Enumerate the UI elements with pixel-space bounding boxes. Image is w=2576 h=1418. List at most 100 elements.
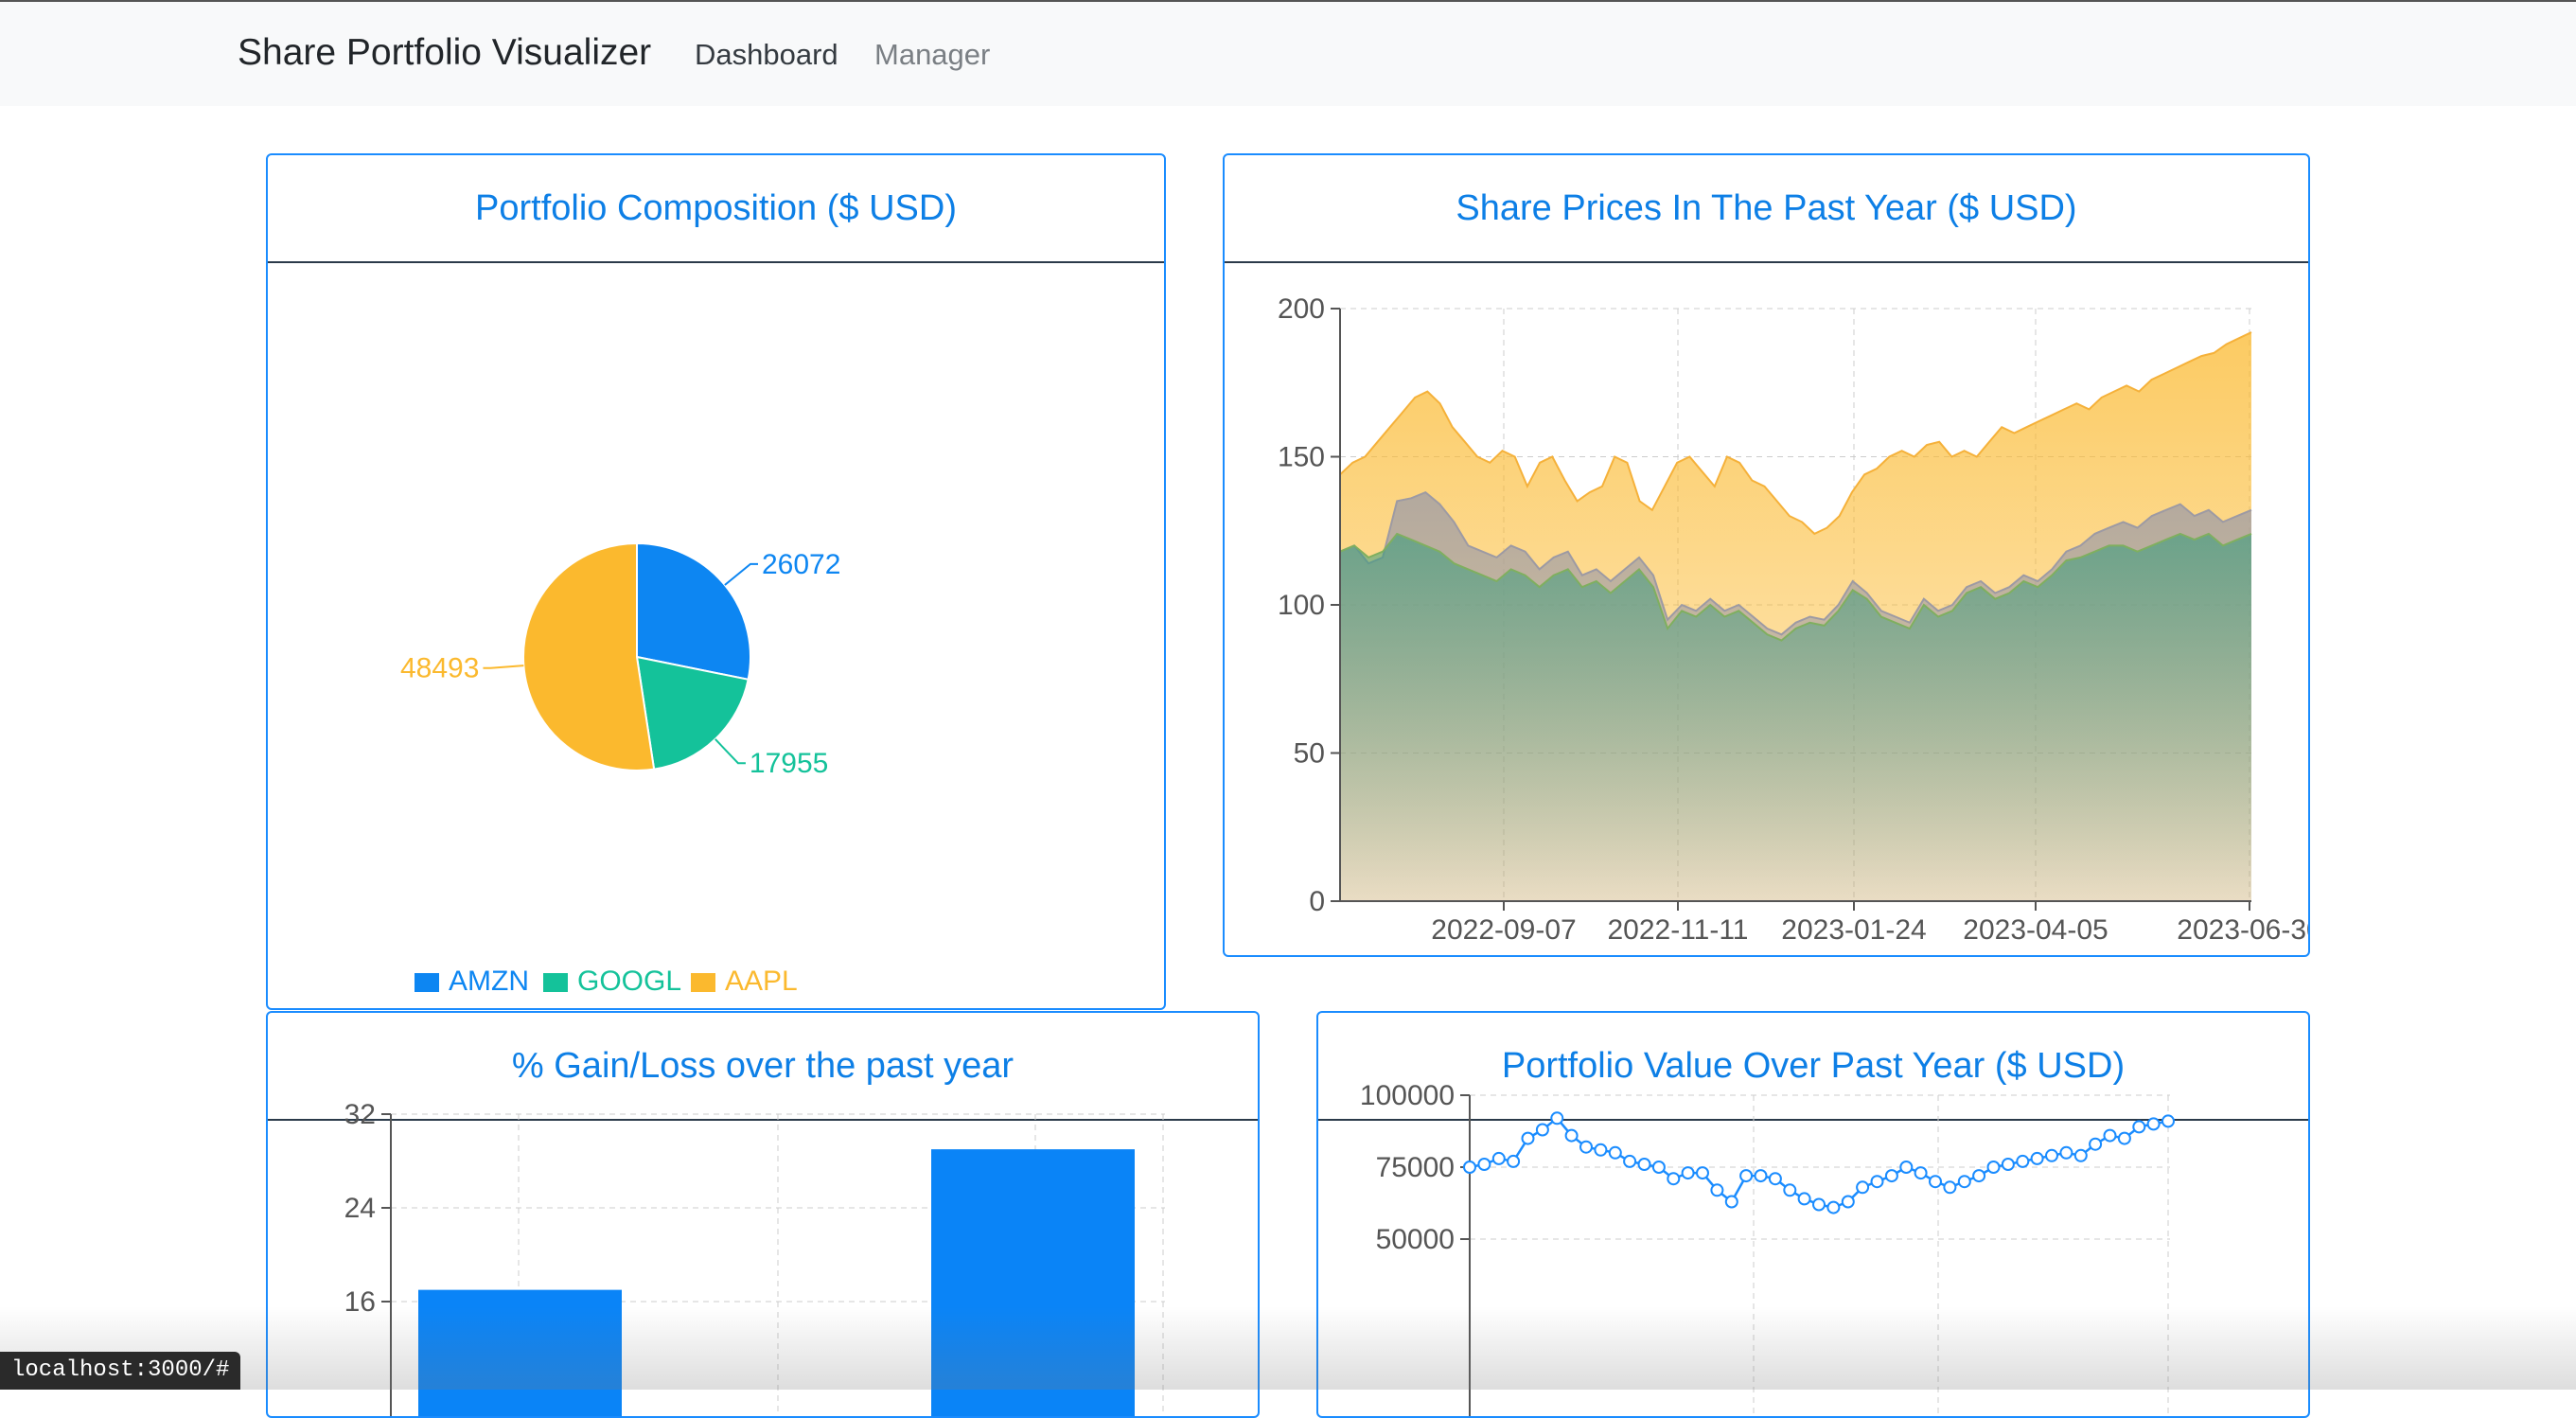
nav-link-dashboard[interactable]: Dashboard (695, 38, 838, 71)
value-point-37 (2001, 1158, 2015, 1171)
value-point-41 (2059, 1145, 2073, 1160)
value-point-28 (1870, 1175, 1884, 1189)
brand-link[interactable]: Share Portfolio Visualizer (238, 32, 652, 73)
navbar: Share Portfolio Visualizer Dashboard Man… (0, 2, 2576, 106)
portfolio-composition-card: Portfolio Composition ($ USD) 26072 17955… (266, 153, 1166, 1010)
value-point-48 (2161, 1114, 2175, 1128)
value-point-23 (1797, 1192, 1811, 1206)
share-prices-card: Share Prices In The Past Year ($ USD) 0 5… (1223, 153, 2310, 957)
value-point-47 (2146, 1117, 2161, 1131)
window-top-border (0, 0, 2576, 2)
value-y-tick-label: 100000 (1360, 1080, 1455, 1111)
pie-slice-aapl (522, 541, 656, 771)
value-point-10 (1608, 1145, 1622, 1160)
gain-y-tick-label: 24 (344, 1193, 376, 1224)
value-point-1 (1477, 1158, 1491, 1171)
value-point-29 (1884, 1169, 1898, 1183)
value-point-12 (1637, 1158, 1651, 1171)
value-point-44 (2103, 1128, 2117, 1143)
price-y-tick-label: 200 (1278, 293, 1325, 325)
value-point-26 (1841, 1195, 1855, 1209)
price-x-tick-label: 2023-01-24 (1781, 914, 1926, 946)
value-y-tick-label: 50000 (1376, 1224, 1455, 1255)
price-line-1 (1339, 490, 2252, 636)
value-y-tick-label: 75000 (1376, 1152, 1455, 1183)
value-point-0 (1463, 1161, 1476, 1174)
value-point-27 (1856, 1180, 1870, 1195)
legend-label-aapl: AAPL (725, 966, 798, 997)
price-y-tick-label: 0 (1309, 886, 1325, 917)
price-line-0 (1339, 331, 2252, 536)
legend-swatch-amzn (415, 973, 439, 992)
value-point-32 (1929, 1175, 1942, 1189)
value-point-40 (2045, 1148, 2058, 1162)
value-point-13 (1651, 1161, 1666, 1174)
value-point-25 (1826, 1200, 1841, 1214)
share-prices-chart: 0 50 100 150 200 2022-09-07 2022-11-11 2023-01-… (1278, 293, 2310, 946)
value-point-46 (2132, 1120, 2146, 1134)
portfolio-composition-chart: 26072 17955 48493 AMZN GOOGL AAPL (400, 541, 840, 997)
share-prices-header: Share Prices In The Past Year ($ USD) (1225, 155, 2308, 263)
share-prices-title: Share Prices In The Past Year ($ USD) (1456, 187, 2077, 228)
value-point-34 (1957, 1175, 1971, 1189)
price-y-tick-label: 150 (1278, 442, 1325, 473)
value-point-24 (1812, 1197, 1826, 1212)
value-point-21 (1768, 1172, 1782, 1186)
value-point-2 (1491, 1151, 1506, 1165)
value-point-18 (1724, 1195, 1738, 1209)
legend-label-amzn: AMZN (449, 966, 529, 997)
price-area-2 (1340, 533, 2251, 901)
portfolio-value-card: Portfolio Value Over Past Year ($ USD) 5… (1316, 1011, 2310, 1418)
value-point-11 (1623, 1154, 1637, 1168)
value-point-7 (1564, 1128, 1579, 1143)
legend-swatch-aapl (691, 973, 715, 992)
value-point-19 (1739, 1169, 1754, 1183)
price-x-tick-label: 2023-04-05 (1963, 914, 2108, 946)
portfolio-value-chart: 50000 75000 100000 (1360, 1080, 2175, 1416)
value-point-31 (1914, 1166, 1928, 1180)
gain-y-tick-label: 16 (344, 1286, 376, 1318)
gain-loss-chart: 16 24 32 (344, 1099, 1165, 1416)
gain-y-tick-label: 32 (344, 1099, 376, 1130)
value-point-9 (1594, 1143, 1608, 1157)
value-point-33 (1943, 1180, 1957, 1195)
gain-loss-header: % Gain/Loss over the past year (268, 1013, 1258, 1121)
nav-link-manager[interactable]: Manager (874, 38, 991, 71)
status-bar-url: localhost:3000/# (0, 1352, 241, 1390)
value-point-39 (2030, 1151, 2044, 1165)
value-point-14 (1667, 1172, 1681, 1186)
pie-value-label-aapl: 48493 (400, 653, 479, 684)
value-point-8 (1579, 1140, 1593, 1154)
pie-slice-googl (635, 655, 750, 771)
value-point-15 (1681, 1166, 1695, 1180)
value-point-16 (1696, 1166, 1709, 1180)
price-y-tick-label: 50 (1294, 738, 1325, 770)
pie-value-label-amzn: 26072 (762, 549, 840, 580)
legend-swatch-googl (543, 973, 568, 992)
portfolio-value-header: Portfolio Value Over Past Year ($ USD) (1318, 1013, 2308, 1121)
pie-label-line-googl (715, 738, 746, 765)
portfolio-composition-title: Portfolio Composition ($ USD) (475, 187, 957, 228)
portfolio-composition-header: Portfolio Composition ($ USD) (268, 155, 1164, 263)
legend-label-googl: GOOGL (577, 966, 681, 997)
value-point-20 (1754, 1169, 1768, 1183)
price-line-2 (1339, 532, 2252, 642)
portfolio-value-title: Portfolio Value Over Past Year ($ USD) (1501, 1045, 2126, 1086)
value-point-30 (1899, 1161, 1914, 1174)
value-point-42 (2073, 1148, 2088, 1162)
value-point-5 (1535, 1123, 1549, 1137)
gain-bar-0 (418, 1289, 622, 1416)
value-point-22 (1783, 1183, 1797, 1197)
gain-bar-1 (931, 1149, 1135, 1416)
value-point-4 (1521, 1131, 1535, 1145)
value-point-17 (1710, 1183, 1724, 1197)
value-point-35 (1972, 1169, 1986, 1183)
price-y-tick-label: 100 (1278, 590, 1325, 621)
pie-slice-amzn (636, 541, 751, 681)
price-x-tick-label: 2022-11-11 (1607, 914, 1748, 946)
value-point-38 (2016, 1154, 2030, 1168)
value-point-43 (2089, 1137, 2103, 1151)
price-x-tick-label: 2023-06-30 (2177, 914, 2310, 946)
value-point-3 (1507, 1154, 1521, 1168)
gain-loss-card: % Gain/Loss over the past year 16 24 32 (266, 1011, 1260, 1418)
